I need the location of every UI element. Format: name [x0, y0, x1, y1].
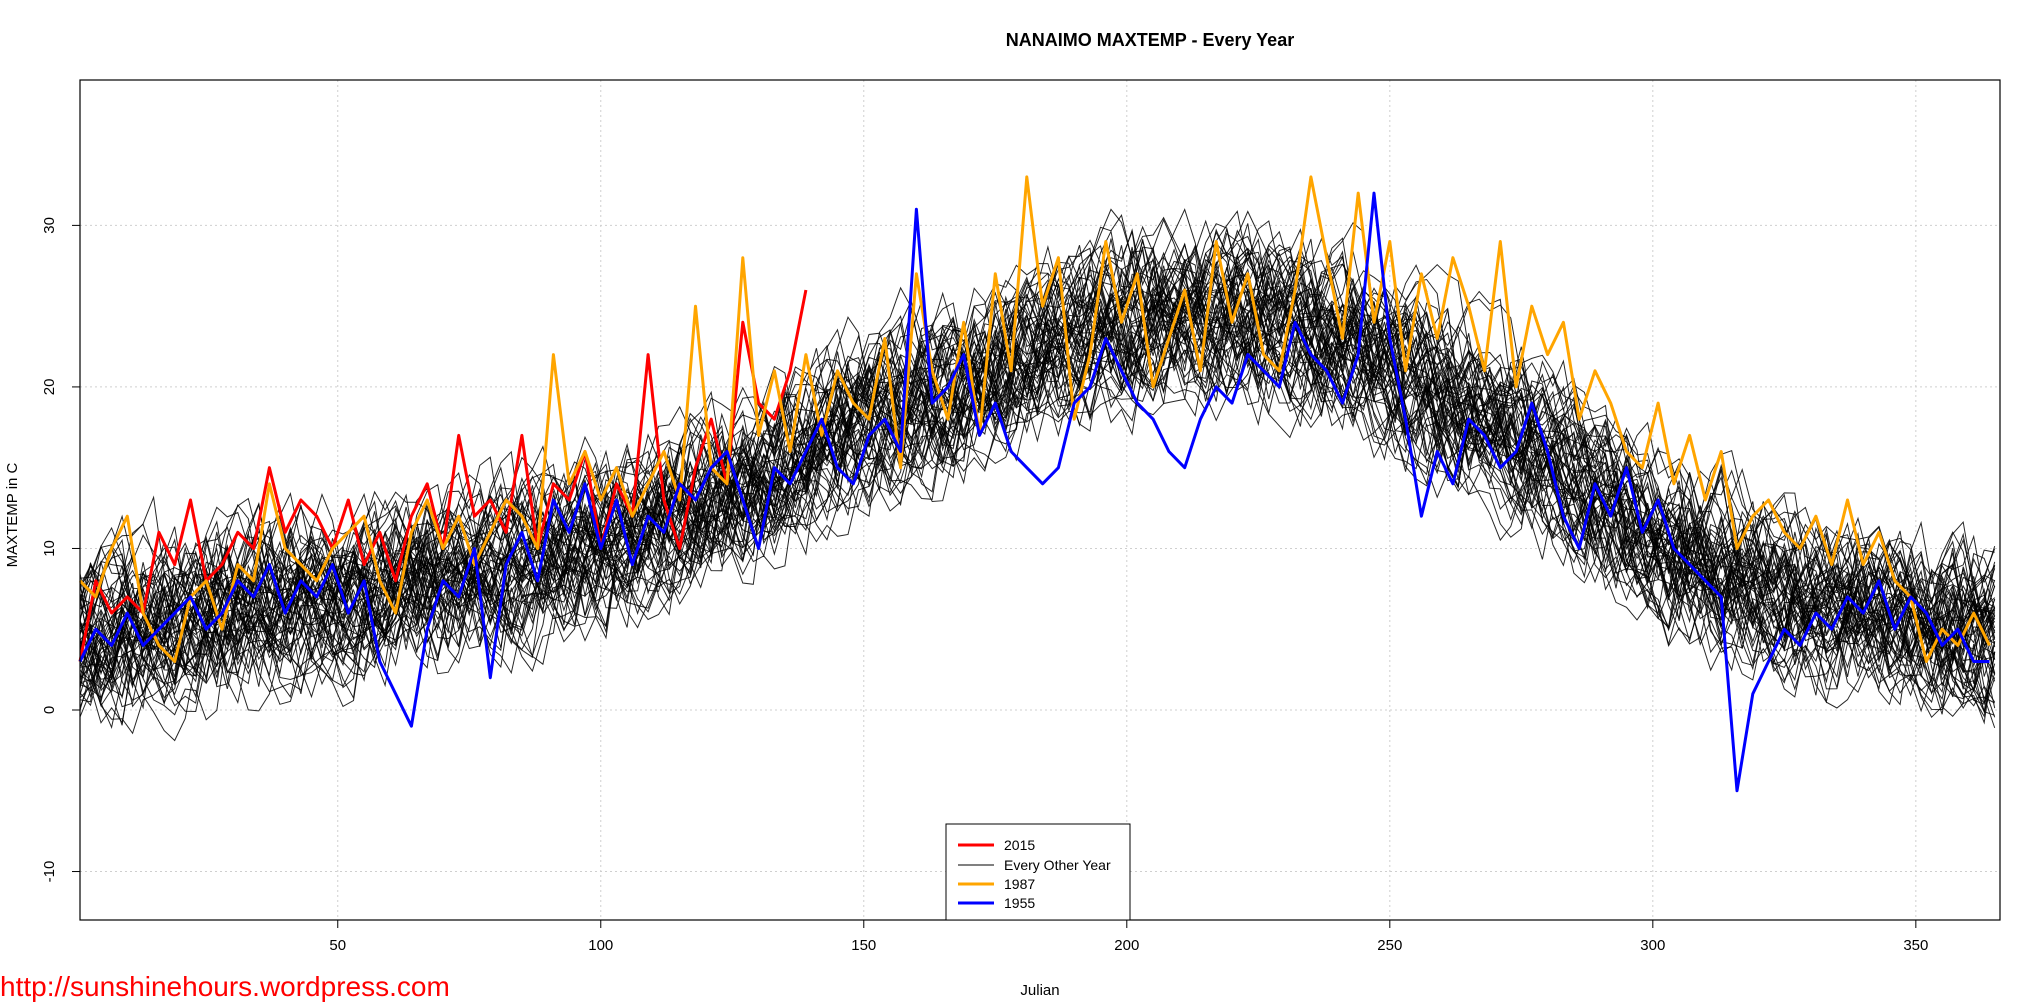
background-year-line [79, 210, 1995, 645]
background-year-line [79, 289, 1996, 725]
legend-label-every-other-year: Every Other Year [1004, 857, 1111, 873]
background-year-line [79, 296, 1996, 714]
x-tick-label: 100 [588, 937, 613, 954]
background-year-line [79, 255, 1996, 687]
background-year-line [79, 219, 1996, 638]
legend: 2015 Every Other Year 1987 1955 [945, 823, 1131, 921]
x-tick-label: 150 [851, 937, 876, 954]
x-tick-label: 250 [1377, 937, 1402, 954]
legend-label-1987: 1987 [1004, 876, 1035, 892]
y-tick-label: 30 [41, 217, 58, 234]
background-year-line [79, 251, 1995, 664]
background-year-line [79, 296, 1996, 700]
background-year-lines [79, 208, 1996, 742]
x-tick-label: 300 [1640, 937, 1665, 954]
y-axis-label: MAXTEMP in C [4, 462, 21, 567]
y-tick-label: 10 [41, 540, 58, 557]
legend-label-1955: 1955 [1004, 895, 1035, 911]
legend-label-2015: 2015 [1004, 837, 1035, 853]
watermark-url[interactable]: http://sunshinehours.wordpress.com [0, 971, 450, 1002]
series-line-1987 [78, 175, 1991, 663]
series-line-1955 [78, 191, 1990, 793]
y-tick-label: 20 [41, 379, 58, 396]
background-year-line [79, 263, 1996, 671]
chart-title: NANAIMO MAXTEMP - Every Year [1006, 30, 1294, 50]
background-year-line [79, 213, 1996, 652]
x-tick-label: 350 [1903, 937, 1928, 954]
y-tick-label: -10 [41, 861, 58, 883]
background-year-line [79, 246, 1996, 673]
background-year-line [79, 323, 1995, 718]
x-axis: 50 100 150 200 250 300 350 [329, 920, 1928, 954]
x-tick-label: 200 [1114, 937, 1139, 954]
background-year-line [79, 278, 1996, 678]
y-axis: -10 0 10 20 30 [41, 217, 80, 882]
background-year-line [79, 274, 1996, 718]
highlight-series [78, 175, 1991, 793]
x-tick-label: 50 [329, 937, 346, 954]
y-tick-label: 0 [41, 706, 58, 714]
x-axis-label: Julian [1020, 982, 1059, 999]
